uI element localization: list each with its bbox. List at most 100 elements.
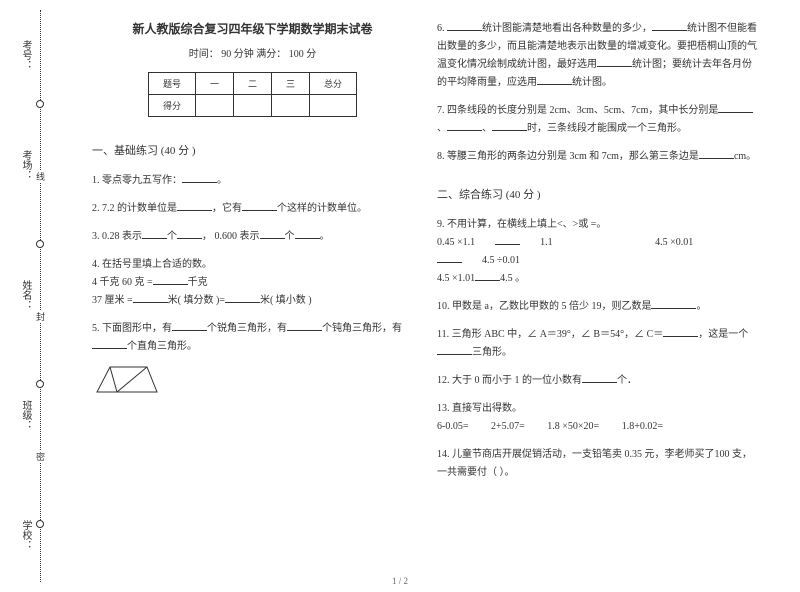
q-text: 个直角三角形。: [127, 341, 197, 352]
shape-svg: [92, 362, 162, 398]
blank: [475, 270, 500, 281]
q-text: 11. 三角形 ABC 中，∠ A＝39°，∠ B＝54°，∠ C＝: [437, 329, 663, 340]
blank: [699, 148, 734, 159]
question-3: 3. 0.28 表示个， 0.600 表示个。: [92, 228, 413, 246]
section-a-title: 一、基础练习 (40 分 ): [92, 142, 413, 158]
q-text: 4.5 ×0.01: [655, 237, 693, 248]
q-text: 个: [167, 231, 177, 242]
cell: 三: [272, 73, 310, 95]
q-text: 37 厘米 =: [92, 295, 133, 306]
binding-dotted-line: [40, 10, 41, 582]
blank: [447, 20, 482, 31]
q-text: 、: [437, 123, 447, 134]
blank: [651, 298, 696, 309]
blank: [652, 20, 687, 31]
q-text: 14. 儿童节商店开展促销活动，一支铅笔卖 0.35 元，李老师买了100 支，…: [437, 449, 752, 478]
q-text: ，它有: [212, 203, 242, 214]
table-row: 得分: [148, 95, 356, 117]
blank: [663, 326, 698, 337]
left-column: 新人教版综合复习四年级下学期数学期末试卷 时间： 90 分钟 满分： 100 分…: [80, 20, 425, 582]
q-text: 4.5 ×1.01: [437, 273, 475, 284]
blank: [295, 228, 320, 239]
question-1: 1. 零点零九五写作： 。: [92, 172, 413, 190]
question-6: 6. 统计图能清楚地看出各种数量的多少，统计图不但能看出数量的多少，而且能清楚地…: [437, 20, 758, 92]
trapezoid: [97, 367, 157, 392]
question-12: 12. 大于 0 而小于 1 的一位小数有个．: [437, 372, 758, 390]
blank: [582, 372, 617, 383]
page-content: 新人教版综合复习四年级下学期数学期末试卷 时间： 90 分钟 满分： 100 分…: [60, 0, 800, 592]
q-text: 2. 7.2 的计数单位是: [92, 203, 177, 214]
blank: [718, 102, 753, 113]
question-8: 8. 等腰三角形的两条边分别是 3cm 和 7cm，那么第三条边是 cm。: [437, 148, 758, 166]
q-text: 4.5 ÷0.01: [482, 255, 520, 266]
blank: [177, 200, 212, 211]
cell: [195, 95, 233, 117]
q-text: cm。: [734, 151, 756, 162]
blank: [153, 274, 188, 285]
q-text: 1.8+0.02=: [622, 421, 663, 432]
question-14: 14. 儿童节商店开展促销活动，一支铅笔卖 0.35 元，李老师买了100 支，…: [437, 446, 758, 482]
diagonal-1: [110, 367, 117, 392]
cell: 题号: [148, 73, 195, 95]
blank: [172, 320, 207, 331]
blank: [260, 228, 285, 239]
binding-dot: [36, 100, 44, 108]
q-text: 个这样的计数单位。: [277, 203, 367, 214]
question-9: 9. 不用计算，在横线上填上<、>或 =。 0.45 ×1.11.1 4.5 ×…: [437, 216, 758, 288]
q-text: 5. 下面图形中，有: [92, 323, 172, 334]
blank: [597, 56, 632, 67]
question-5: 5. 下面图形中，有个锐角三角形，有个钝角三角形，有个直角三角形。: [92, 320, 413, 405]
blank: [437, 344, 472, 355]
q-text: 、: [482, 123, 492, 134]
question-7: 7. 四条线段的长度分别是 2cm、3cm、5cm、7cm，其中长分别是、、时，…: [437, 102, 758, 138]
q-text: 三角形。: [472, 347, 512, 358]
exam-title: 新人教版综合复习四年级下学期数学期末试卷: [92, 20, 413, 37]
exam-subtitle: 时间： 90 分钟 满分： 100 分: [92, 45, 413, 60]
question-11: 11. 三角形 ABC 中，∠ A＝39°，∠ B＝54°，∠ C＝ ，这是一个三…: [437, 326, 758, 362]
blank: [537, 74, 572, 85]
question-13: 13. 直接写出得数。 6-0.05= 2+5.07= 1.8 ×50×20= …: [437, 400, 758, 436]
q-text: 12. 大于 0 而小于 1 的一位小数有: [437, 375, 582, 386]
q-text: 6-0.05=: [437, 421, 468, 432]
q-text: ， 0.600 表示: [202, 231, 260, 242]
mark-xian: 线: [34, 170, 47, 183]
diagonal-2: [117, 367, 147, 392]
blank: [142, 228, 167, 239]
label-school: 学校：: [18, 520, 33, 550]
mark-mi: 密: [34, 450, 47, 463]
q-text: 1.1: [540, 237, 553, 248]
q-text: ，这是一个: [698, 329, 748, 340]
label-exam-id: 考号：: [18, 40, 33, 70]
cell: [272, 95, 310, 117]
q-text: 2+5.07=: [491, 421, 525, 432]
blank: [177, 228, 202, 239]
cell: [233, 95, 271, 117]
blank: [182, 172, 217, 183]
label-name: 姓名：: [18, 280, 33, 310]
q-text: 个钝角三角形，有: [322, 323, 402, 334]
blank: [242, 200, 277, 211]
q-text: 1.8 ×50×20=: [547, 421, 599, 432]
label-class: 班级：: [18, 400, 33, 430]
blank: [92, 338, 127, 349]
question-4: 4. 在括号里填上合适的数。 4 千克 60 克 = 千克 37 厘米 = 米( 填…: [92, 256, 413, 310]
q-text: 4. 在括号里填上合适的数。: [92, 256, 413, 274]
q-text: 4 千克 60 克 =: [92, 277, 153, 288]
q-text: 1. 零点零九五写作：: [92, 175, 182, 186]
q-text: 千克: [188, 277, 208, 288]
q-text: 6.: [437, 23, 447, 34]
blank: [447, 120, 482, 131]
q-text: 。: [696, 301, 706, 312]
cell: 二: [233, 73, 271, 95]
blank: [133, 292, 168, 303]
cell: 一: [195, 73, 233, 95]
q-text: 。: [217, 175, 227, 186]
q-text: 个: [285, 231, 295, 242]
blank: [225, 292, 260, 303]
q-text: 8. 等腰三角形的两条边分别是 3cm 和 7cm，那么第三条边是: [437, 151, 699, 162]
q-text: 米( 填小数 ): [260, 295, 312, 306]
right-column: 6. 统计图能清楚地看出各种数量的多少，统计图不但能看出数量的多少，而且能清楚地…: [425, 20, 770, 582]
blank: [287, 320, 322, 331]
cell: 总分: [310, 73, 357, 95]
q-text: 10. 甲数是 a，乙数比甲数的 5 倍少 19，则乙数是: [437, 301, 651, 312]
